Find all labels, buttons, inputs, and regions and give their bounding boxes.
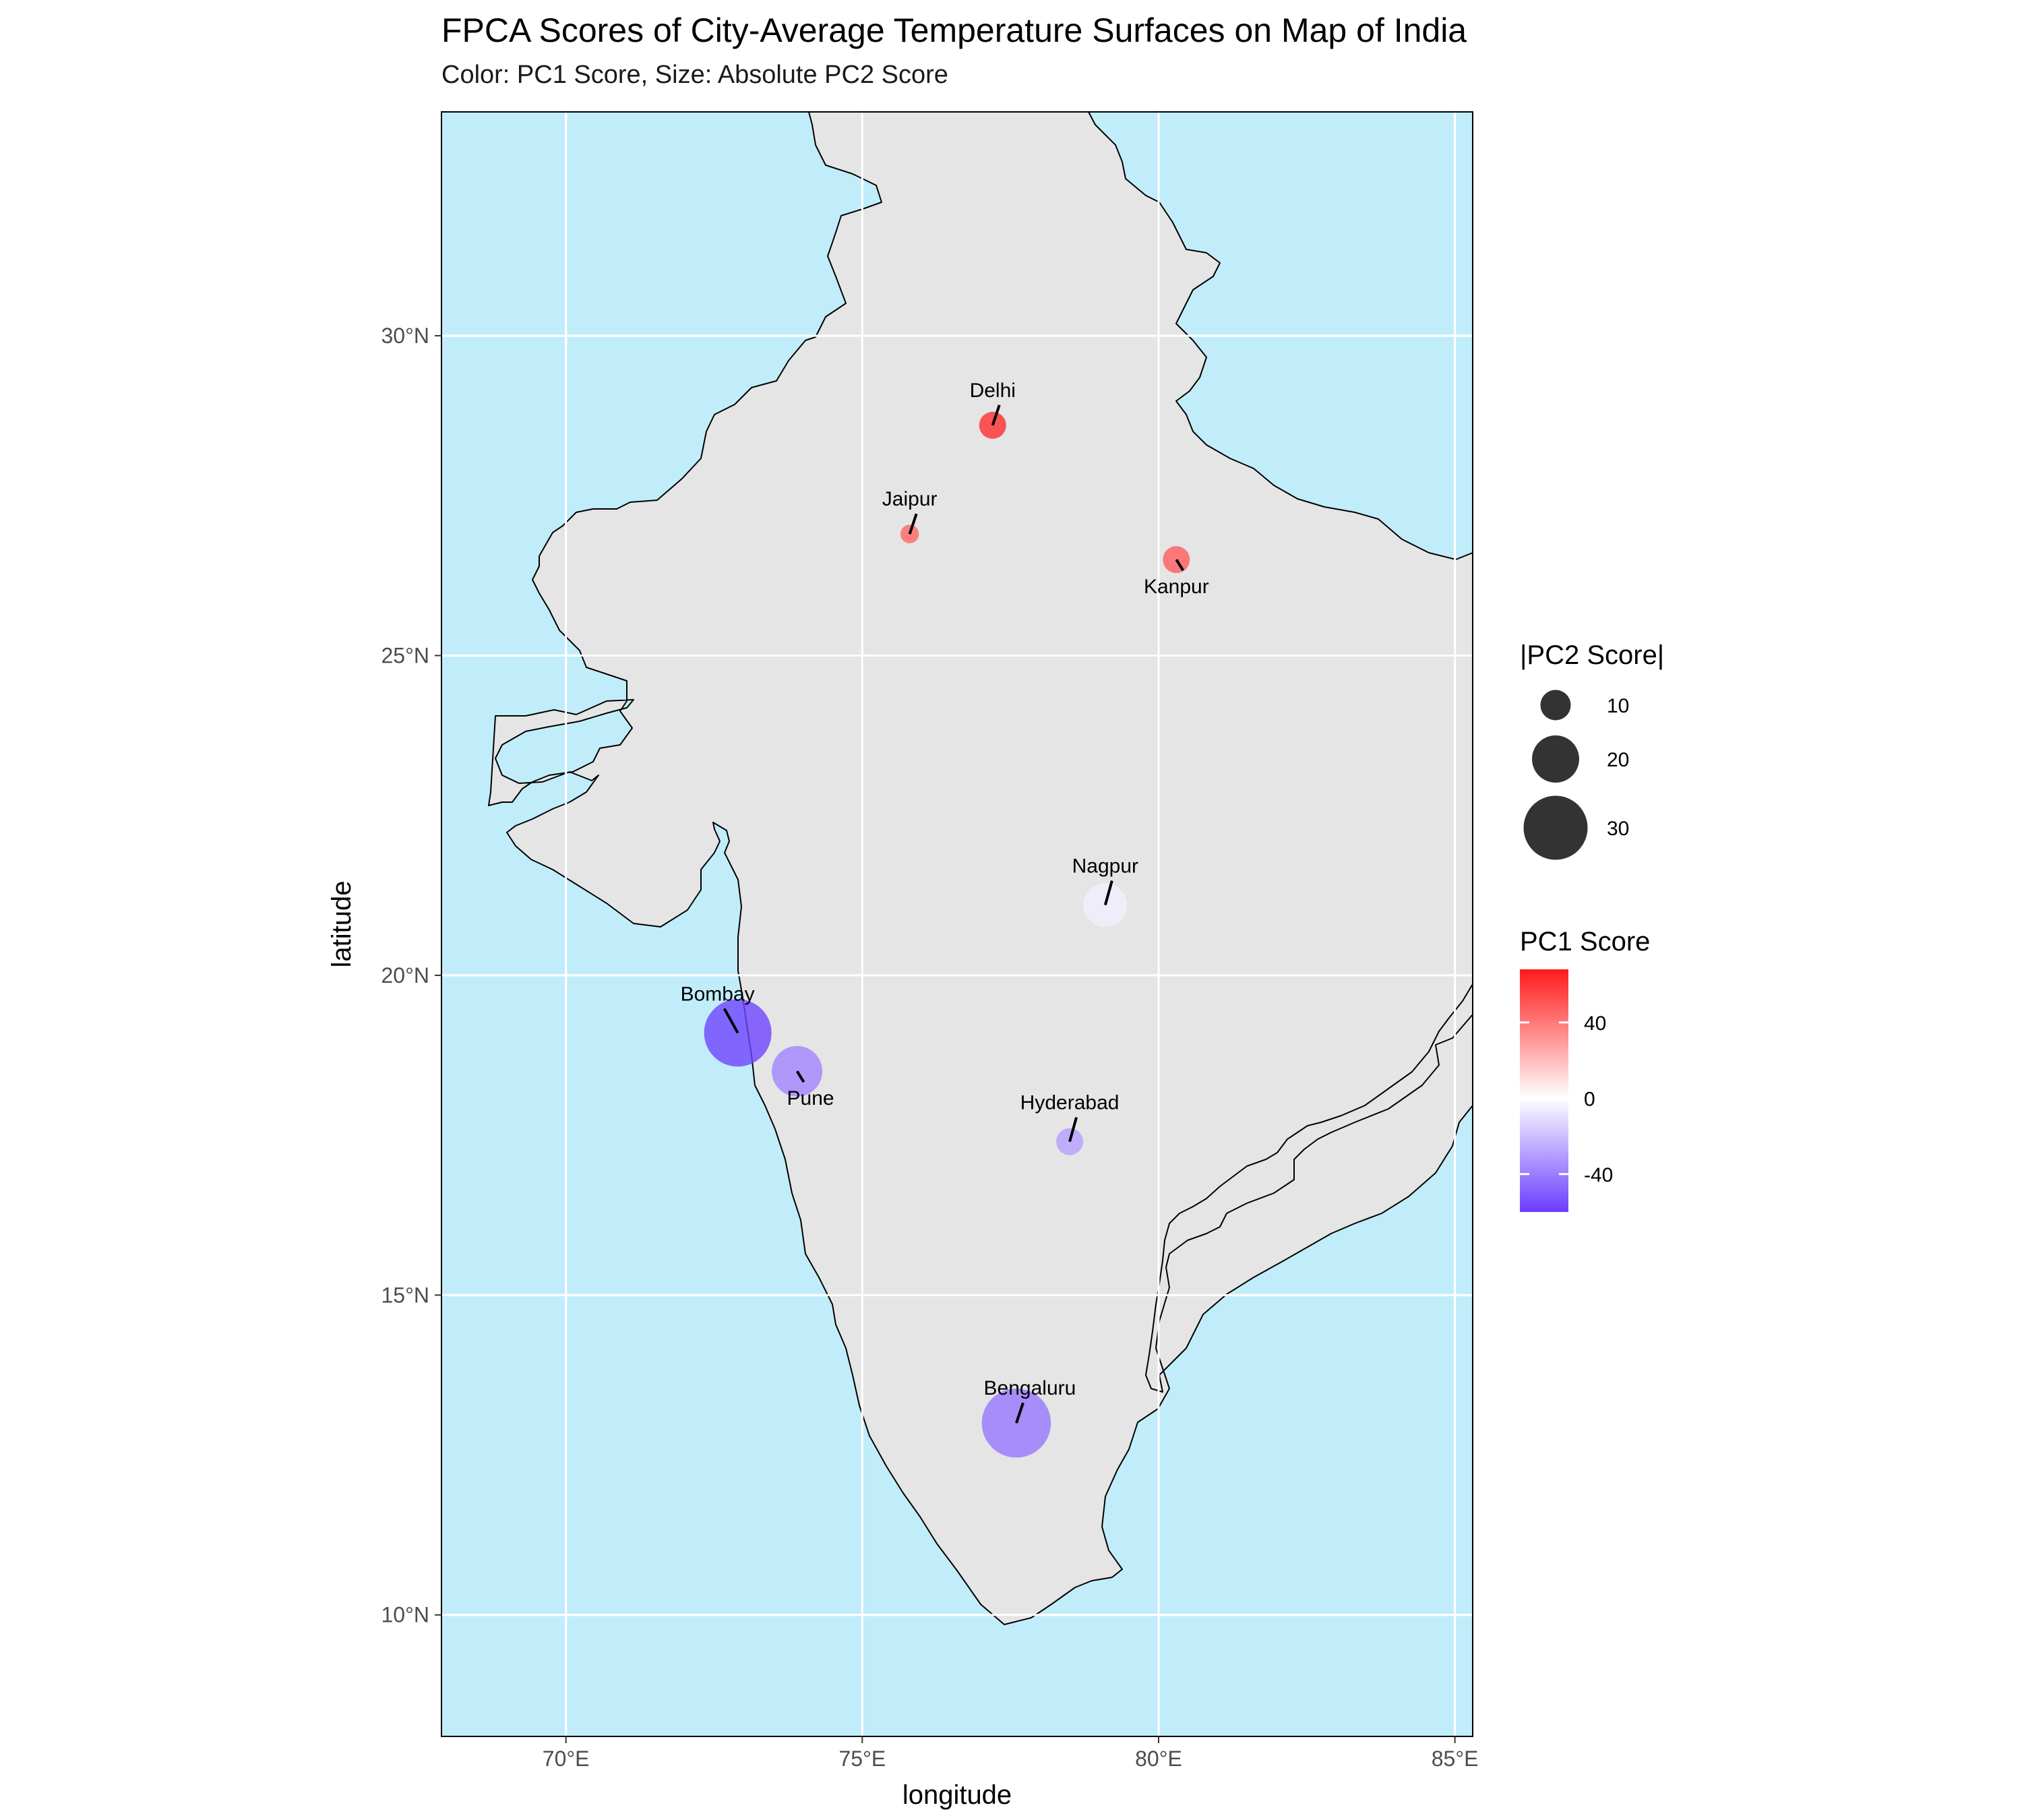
x-tick-label: 85°E: [1432, 1747, 1479, 1771]
label-leader-line: [991, 404, 1001, 426]
label-leader-line: [1175, 559, 1185, 572]
legends: |PC2 Score| 10 20 30 PC1 Score 40 0 -40: [1520, 640, 1664, 1212]
city-points: Delhi Jaipur Kanpur Nagpur Bombay Pune Hyderab…: [681, 380, 1209, 1458]
y-tick-label: 10°N: [381, 1603, 430, 1627]
axes: 70°E 75°E 80°E 85°E 10°N 15°N 20°N 25°N 30°N long…: [327, 111, 1479, 1810]
chart-title: FPCA Scores of City-Average Temperature …: [441, 11, 1467, 49]
city-label: Hyderabad: [1020, 1092, 1120, 1114]
color-legend-label: 40: [1584, 1012, 1606, 1035]
label-leader-line: [1015, 1402, 1024, 1424]
size-legend-key: [1540, 690, 1571, 721]
x-tick-label: 80°E: [1135, 1747, 1182, 1771]
color-legend-title: PC1 Score: [1520, 927, 1650, 957]
label-leader-line: [1103, 880, 1113, 906]
label-leader-line: [723, 1008, 739, 1034]
india-landmass: [488, 111, 1473, 1625]
color-legend-label: 0: [1584, 1088, 1595, 1110]
y-tick-label: 15°N: [381, 1283, 430, 1307]
color-legend-label: -40: [1584, 1164, 1613, 1186]
city-label: Jaipur: [882, 488, 938, 510]
y-axis-title: latitude: [327, 881, 357, 968]
label-leader-line: [1068, 1117, 1078, 1143]
city-label: Nagpur: [1072, 855, 1138, 878]
y-tick-label: 20°N: [381, 963, 430, 988]
y-tick-label: 30°N: [381, 324, 430, 348]
x-tick-label: 70°E: [543, 1747, 590, 1771]
size-legend-key: [1532, 735, 1579, 783]
y-tick-label: 25°N: [381, 643, 430, 667]
color-legend-bar: [1520, 969, 1568, 1212]
size-legend-title: |PC2 Score|: [1520, 640, 1664, 670]
size-legend-label: 10: [1607, 695, 1629, 717]
size-legend-label: 30: [1607, 818, 1629, 840]
city-label: Bengaluru: [984, 1377, 1076, 1399]
city-label: Bombay: [681, 983, 755, 1005]
x-tick-label: 75°E: [838, 1747, 886, 1771]
label-leader-line: [795, 1070, 805, 1083]
city-label: Pune: [787, 1087, 834, 1110]
size-legend-label: 20: [1607, 749, 1629, 771]
city-label: Kanpur: [1144, 576, 1209, 598]
chart-subtitle: Color: PC1 Score, Size: Absolute PC2 Sco…: [441, 61, 948, 89]
city-label: Delhi: [970, 380, 1016, 402]
x-axis-title: longitude: [902, 1780, 1012, 1810]
size-legend-key: [1523, 795, 1588, 860]
label-leader-line: [908, 513, 918, 535]
plot-border: [441, 111, 1473, 1737]
